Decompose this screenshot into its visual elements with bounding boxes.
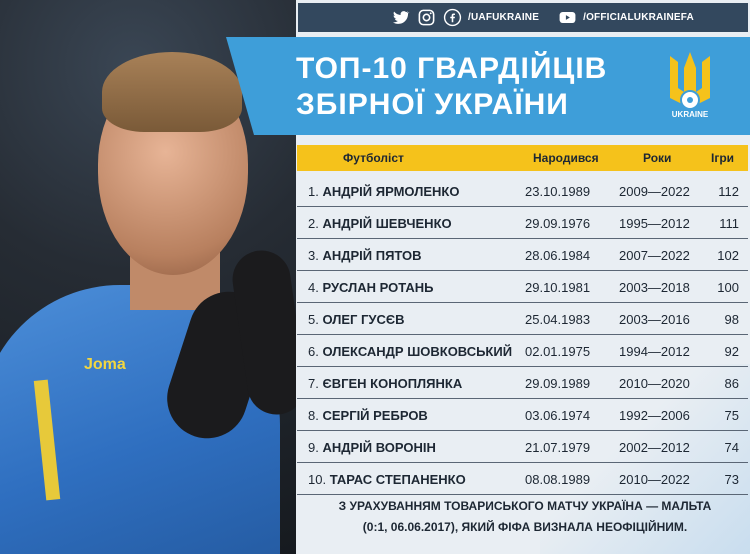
player-name-text: СЕРГІЙ РЕБРОВ [322, 408, 428, 423]
table-row: 7. ЄВГЕН КОНОПЛЯНКА 29.09.1989 2010—2020 86 [297, 367, 748, 399]
birth-date: 28.06.1984 [525, 248, 591, 263]
table-row: 5. ОЛЕГ ГУСЄВ 25.04.1983 2003—2016 98 [297, 303, 748, 335]
birth-date: 02.01.1975 [525, 344, 591, 359]
career-years: 1995—2012 [619, 216, 690, 231]
table-row: 9. АНДРІЙ ВОРОНІН 21.07.1979 2002—2012 74 [297, 431, 748, 463]
facebook-icon[interactable] [442, 8, 462, 28]
games-count: 74 [724, 440, 739, 455]
social-bar: /UAFUKRAINE /OFFICIALUKRAINEFA [298, 3, 748, 32]
rank-number: 7. [308, 376, 319, 391]
footnote-line-2: (0:1, 06.06.2017), ЯКИЙ ФІФА ВИЗНАЛА НЕО… [362, 520, 688, 534]
ukraine-trident-logo-icon [670, 52, 710, 110]
games-count: 100 [717, 280, 739, 295]
birth-date: 29.09.1976 [525, 216, 591, 231]
player-name: 9. АНДРІЙ ВОРОНІН [308, 440, 436, 455]
player-name: 10. ТАРАС СТЕПАНЕНКО [308, 472, 466, 487]
rank-number: 3. [308, 248, 319, 263]
player-name: 8. СЕРГІЙ РЕБРОВ [308, 408, 428, 423]
table-row: 2. АНДРІЙ ШЕВЧЕНКО 29.09.1976 1995—2012 111 [297, 207, 748, 239]
games-count: 75 [724, 408, 739, 423]
table-body: 1. АНДРІЙ ЯРМОЛЕНКО 23.10.1989 2009—2022 11… [297, 175, 748, 495]
player-name: 3. АНДРІЙ ПЯТОВ [308, 248, 422, 263]
table-row: 4. РУСЛАН РОТАНЬ 29.10.1981 2003—2018 100 [297, 271, 748, 303]
twitter-icon[interactable] [390, 8, 410, 28]
player-name: 4. РУСЛАН РОТАНЬ [308, 280, 433, 295]
games-count: 111 [719, 216, 739, 231]
career-years: 2009—2022 [619, 184, 690, 199]
player-name-text: АНДРІЙ ЯРМОЛЕНКО [322, 184, 460, 199]
background-pattern [540, 364, 750, 554]
player-name-text: ЄВГЕН КОНОПЛЯНКА [322, 376, 463, 391]
player-name: 6. ОЛЕКСАНДР ШОВКОВСЬКИЙ [308, 344, 512, 359]
birth-date: 23.10.1989 [525, 184, 591, 199]
birth-date: 08.08.1989 [525, 472, 591, 487]
career-years: 2003—2018 [619, 280, 690, 295]
birth-date: 21.07.1979 [525, 440, 591, 455]
rank-number: 10. [308, 472, 327, 487]
career-years: 1992—2006 [619, 408, 690, 423]
title-line-1: ТОП-10 ГВАРДІЙЦІВ [296, 52, 608, 85]
career-years: 2010—2022 [619, 472, 690, 487]
rank-number: 2. [308, 216, 319, 231]
birth-date: 03.06.1974 [525, 408, 591, 423]
player-name: 7. ЄВГЕН КОНОПЛЯНКА [308, 376, 462, 391]
shirt-brand: Joma [84, 356, 126, 373]
table-row: 1. АНДРІЙ ЯРМОЛЕНКО 23.10.1989 2009—2022 11… [297, 175, 748, 207]
games-count: 86 [724, 376, 739, 391]
games-count: 98 [724, 312, 739, 327]
header-player: Футболіст [343, 151, 404, 165]
career-years: 1994—2012 [619, 344, 690, 359]
player-name-text: АНДРІЙ ВОРОНІН [322, 440, 436, 455]
player-name-text: ОЛЕКСАНДР ШОВКОВСЬКИЙ [322, 344, 513, 359]
rank-number: 1. [308, 184, 319, 199]
career-years: 2002—2012 [619, 440, 690, 455]
games-count: 112 [718, 184, 739, 199]
player-name-text: РУСЛАН РОТАНЬ [322, 280, 434, 295]
player-name-text: АНДРІЙ ШЕВЧЕНКО [322, 216, 452, 231]
logo-caption: UKRAINE [671, 110, 709, 119]
player-name: 2. АНДРІЙ ШЕВЧЕНКО [308, 216, 452, 231]
player-name: 5. ОЛЕГ ГУСЄВ [308, 312, 405, 327]
table-header: Футболіст Народився Роки Ігри [297, 145, 748, 171]
table-row: 8. СЕРГІЙ РЕБРОВ 03.06.1974 1992—2006 75 [297, 399, 748, 431]
career-years: 2010—2020 [619, 376, 690, 391]
footnote-line-1: З УРАХУВАННЯМ ТОВАРИСЬКОГО МАТЧУ УКРАЇНА… [338, 499, 712, 513]
games-count: 102 [717, 248, 739, 263]
career-years: 2003—2016 [619, 312, 690, 327]
player-name-text: АНДРІЙ ПЯТОВ [322, 248, 422, 263]
rank-number: 6. [308, 344, 319, 359]
table-row: 6. ОЛЕКСАНДР ШОВКОВСЬКИЙ 02.01.1975 1994—2… [297, 335, 748, 367]
player-name-text: ОЛЕГ ГУСЄВ [322, 312, 405, 327]
title-line-2: ЗБІРНОЇ УКРАЇНИ [296, 88, 569, 121]
instagram-icon[interactable] [416, 8, 436, 28]
youtube-icon[interactable] [557, 8, 577, 28]
header-born: Народився [533, 151, 599, 165]
social-handle-2[interactable]: /OFFICIALUKRAINEFA [583, 12, 694, 23]
rank-number: 9. [308, 440, 319, 455]
footnote: З УРАХУВАННЯМ ТОВАРИСЬКОГО МАТЧУ УКРАЇНА… [300, 496, 750, 538]
birth-date: 29.10.1981 [525, 280, 591, 295]
birth-date: 25.04.1983 [525, 312, 591, 327]
title-banner [226, 37, 750, 135]
hair [102, 52, 242, 132]
table-row: 10. ТАРАС СТЕПАНЕНКО 08.08.1989 2010—2022 7… [297, 463, 748, 495]
social-handle-1[interactable]: /UAFUKRAINE [468, 12, 540, 23]
player-name-text: ТАРАС СТЕПАНЕНКО [329, 472, 466, 487]
games-count: 73 [724, 472, 739, 487]
header-years: Роки [643, 151, 672, 165]
rank-number: 5. [308, 312, 319, 327]
career-years: 2007—2022 [619, 248, 690, 263]
birth-date: 29.09.1989 [525, 376, 591, 391]
rank-number: 8. [308, 408, 319, 423]
header-games: Ігри [711, 151, 735, 165]
games-count: 92 [724, 344, 739, 359]
table-row: 3. АНДРІЙ ПЯТОВ 28.06.1984 2007—2022 102 [297, 239, 748, 271]
rank-number: 4. [308, 280, 319, 295]
player-name: 1. АНДРІЙ ЯРМОЛЕНКО [308, 184, 459, 199]
